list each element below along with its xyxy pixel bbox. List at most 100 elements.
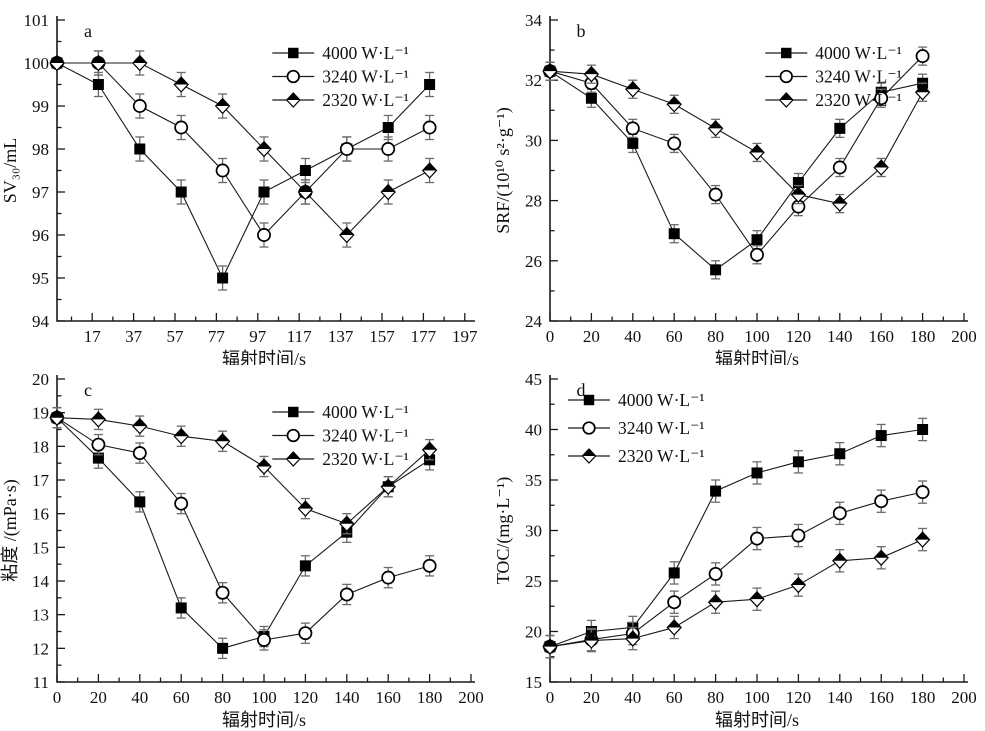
- x-tick-label: 17: [84, 327, 102, 346]
- chart-svg-d: 0 20 40 60 80 100 120 140 160 180 200 15 20 25 30 35 40 4…: [493, 370, 977, 730]
- x-tick-label: 37: [125, 327, 143, 346]
- circle-marker: [750, 531, 764, 546]
- x-tick-label: 0: [546, 327, 555, 346]
- x-tick-label: 0: [546, 688, 555, 707]
- legend-label: 2320 W·L⁻¹: [815, 90, 902, 110]
- y-tick-label: 13: [32, 606, 49, 625]
- square-marker: [627, 137, 639, 149]
- series-line-diamond: [56, 417, 430, 525]
- x-tick-label: 120: [786, 327, 812, 346]
- circle-marker: [174, 120, 189, 135]
- x-tick-label: 80: [707, 327, 724, 346]
- y-tick-label: 12: [32, 639, 49, 658]
- square-marker: [217, 272, 229, 284]
- ticks-c: [56, 378, 472, 683]
- chart-svg-c: 0 20 40 60 80 100 120 140 160 180 200 11 12 13 14 15 16 1…: [0, 370, 484, 730]
- y-tick-label: 16: [32, 505, 49, 524]
- circle-marker: [215, 585, 230, 600]
- x-tick-label: 97: [249, 327, 267, 346]
- y-tick-label: 19: [32, 404, 49, 423]
- square-marker: [792, 177, 804, 189]
- x-axis-title: 辐射时间/s: [715, 710, 799, 730]
- y-tick-label: 94: [32, 312, 50, 331]
- series-line-diamond: [57, 62, 430, 236]
- legend-b: 4000 W·L⁻¹ 3240 W·L⁻¹ 2320 W·L⁻¹: [765, 43, 902, 110]
- y-tick-label: 98: [32, 140, 49, 159]
- y-tick-label: 40: [525, 421, 542, 440]
- x-tick-label: 20: [583, 327, 600, 346]
- circle-marker: [91, 437, 106, 452]
- x-tick-label: 180: [910, 688, 936, 707]
- square-marker: [834, 448, 846, 460]
- square-marker: [792, 456, 804, 468]
- panel-b-srf-chart: 0 20 40 60 80 100 120 140 160 180 200 24 26 28 30 32 34 辐…: [493, 0, 985, 370]
- y-tick-label: 96: [32, 226, 49, 245]
- square-marker: [92, 452, 104, 464]
- x-tick-label: 0: [53, 688, 62, 707]
- circle-marker: [779, 69, 793, 84]
- x-axis-title: 辐射时间/s: [715, 349, 799, 365]
- x-tick-label: 117: [287, 327, 312, 346]
- square-marker: [781, 47, 792, 59]
- y-tick-label: 99: [32, 97, 49, 116]
- x-tick-label: 80: [707, 688, 724, 707]
- axes-b: [549, 16, 968, 322]
- square-marker: [583, 394, 595, 406]
- y-tick-label: 97: [32, 183, 50, 202]
- x-tick-label: 40: [624, 327, 641, 346]
- x-tick-label: 80: [214, 688, 231, 707]
- x-tick-label: 120: [293, 688, 319, 707]
- circle-marker: [381, 142, 396, 156]
- y-tick-label: 25: [525, 572, 542, 591]
- legend-label: 4000 W·L⁻¹: [322, 43, 409, 63]
- x-tick-label: 197: [452, 327, 478, 346]
- series-markers-square: [544, 424, 929, 653]
- circle-marker: [215, 163, 230, 178]
- series-markers-diamond: [542, 62, 931, 212]
- x-tick-label: 160: [868, 327, 894, 346]
- chart-svg-b: 0 20 40 60 80 100 120 140 160 180 200 24 26 28 30 32 34 辐…: [493, 11, 977, 369]
- circle-marker: [422, 558, 437, 573]
- circle-marker: [339, 587, 354, 602]
- series-line-square: [56, 417, 430, 649]
- x-tick-label: 180: [417, 688, 443, 707]
- x-tick-label: 60: [666, 327, 683, 346]
- x-tick-label: 40: [131, 688, 148, 707]
- y-tick-label: 26: [525, 252, 542, 271]
- circle-marker: [381, 570, 396, 585]
- series-line-circle: [57, 62, 430, 236]
- circle-marker: [132, 446, 147, 461]
- y-axis-title: 粘度 /(mPa·s): [0, 479, 21, 582]
- circle-marker: [915, 485, 930, 500]
- y-tick-label: 24: [525, 312, 543, 331]
- legend-label: 2320 W·L⁻¹: [322, 90, 409, 110]
- x-tick-label: 100: [251, 688, 277, 707]
- x-axis-title: 辐射时间/s: [222, 710, 306, 730]
- y-tick-label: 20: [525, 623, 542, 642]
- series-line-square: [56, 62, 430, 280]
- legend-label: 4000 W·L⁻¹: [815, 43, 902, 63]
- square-marker: [382, 122, 394, 133]
- square-marker: [668, 228, 680, 240]
- circle-marker: [874, 494, 889, 509]
- legend-label: 3240 W·L⁻¹: [815, 67, 902, 87]
- circle-marker: [422, 120, 437, 135]
- x-tick-label: 20: [90, 688, 107, 707]
- series-line-diamond: [549, 70, 924, 205]
- x-tick-label: 40: [624, 688, 641, 707]
- circle-marker: [582, 421, 596, 435]
- legend-label: 3240 W·L⁻¹: [322, 426, 409, 446]
- series-markers-diamond: [49, 409, 438, 533]
- circle-marker: [791, 528, 806, 543]
- ticks-b: [549, 19, 965, 322]
- y-tick-label: 20: [32, 370, 49, 389]
- legend-label: 3240 W·L⁻¹: [322, 67, 409, 87]
- x-tick-label: 100: [744, 688, 770, 707]
- square-marker: [424, 79, 436, 90]
- square-marker: [134, 143, 146, 155]
- circle-marker: [832, 160, 847, 175]
- circle-marker: [286, 428, 300, 443]
- y-axis-title: TOC/(mg·L⁻¹): [493, 477, 514, 585]
- y-tick-label: 17: [32, 471, 50, 490]
- series-markers-diamond: [49, 54, 438, 244]
